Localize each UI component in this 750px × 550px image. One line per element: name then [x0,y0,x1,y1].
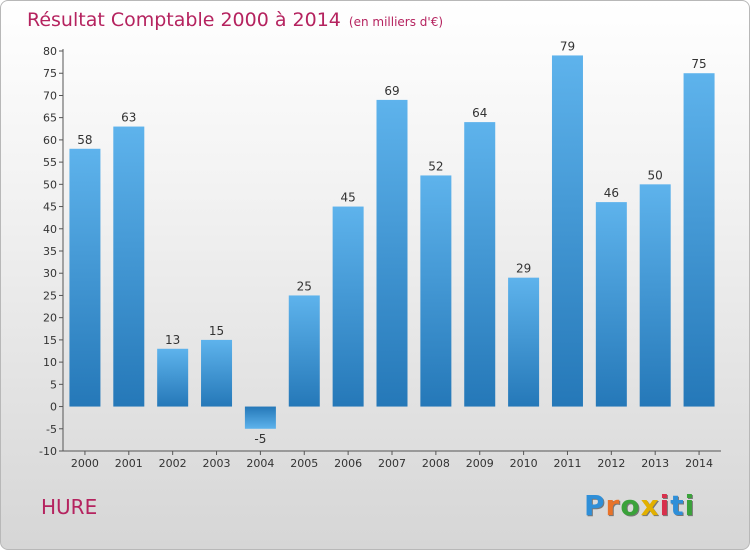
x-tick-label: 2007 [378,457,406,470]
y-tick-label: 70 [43,89,57,102]
bar-value-label: 69 [384,84,399,98]
x-tick-label: 2004 [246,457,274,470]
logo-letter: r [605,489,621,522]
bar [288,295,320,407]
place-name: HURE [41,495,98,519]
bar [332,206,364,407]
logo-letter: x [640,489,660,522]
bar [69,148,101,407]
bar-value-label: 29 [516,262,531,276]
bar [683,73,715,407]
bar-value-label: 79 [560,39,575,53]
y-tick-label: 15 [43,334,57,347]
y-tick-label: 25 [43,289,57,302]
bar [201,339,233,407]
y-tick-label: -5 [46,423,57,436]
bar [508,277,540,407]
y-tick-label: 30 [43,267,57,280]
y-tick-label: 5 [50,378,57,391]
bar-value-label: 58 [77,133,92,147]
logo-letter: i [659,489,671,522]
bar-value-label: -5 [254,432,266,446]
bar [157,348,189,407]
bar-value-label: 25 [297,279,312,293]
chart-unit: (en milliers d'€) [348,15,444,29]
y-tick-label: 75 [43,67,57,80]
logo-letter: P [584,489,606,522]
y-tick-label: 35 [43,245,57,258]
y-tick-label: 60 [43,134,57,147]
chart-title-text: Résultat Comptable 2000 à 2014 [27,9,341,31]
bar-value-label: 13 [165,333,180,347]
y-tick-label: -10 [39,445,57,458]
bar [595,202,627,407]
x-tick-label: 2014 [685,457,713,470]
chart-title: Résultat Comptable 2000 à 2014 (en millie… [27,9,443,31]
x-tick-label: 2008 [422,457,450,470]
x-tick-label: 2003 [203,457,231,470]
x-tick-label: 2006 [334,457,362,470]
bar-value-label: 64 [472,106,487,120]
logo-letter: t [670,489,685,522]
bar [113,126,145,407]
bar-value-label: 46 [604,186,619,200]
x-tick-label: 2012 [597,457,625,470]
bar-value-label: 63 [121,111,136,125]
y-tick-label: 20 [43,312,57,325]
bar [639,184,671,407]
bar-value-label: 75 [691,57,706,71]
x-tick-label: 2013 [641,457,669,470]
x-tick-label: 2009 [466,457,494,470]
bar [376,99,408,407]
y-tick-label: 0 [50,401,57,414]
x-tick-label: 2010 [510,457,538,470]
y-tick-label: 65 [43,112,57,125]
bar [244,406,276,429]
bar-value-label: 15 [209,324,224,338]
bar [464,122,496,407]
y-tick-label: 40 [43,223,57,236]
bar-value-label: 50 [648,168,663,182]
bar [420,175,452,407]
y-tick-label: 10 [43,356,57,369]
proxiti-logo: Proxiti [584,489,695,522]
x-tick-label: 2011 [553,457,581,470]
x-tick-label: 2005 [290,457,318,470]
bar-value-label: 52 [428,159,443,173]
x-tick-label: 2002 [159,457,187,470]
y-tick-label: 50 [43,178,57,191]
y-tick-label: 80 [43,45,57,58]
bar [551,55,583,407]
logo-letter: i [684,489,696,522]
y-tick-label: 45 [43,201,57,214]
x-tick-label: 2000 [71,457,99,470]
bar-value-label: 45 [340,191,355,205]
y-tick-label: 55 [43,156,57,169]
logo-letter: o [620,489,641,522]
x-tick-label: 2001 [115,457,143,470]
